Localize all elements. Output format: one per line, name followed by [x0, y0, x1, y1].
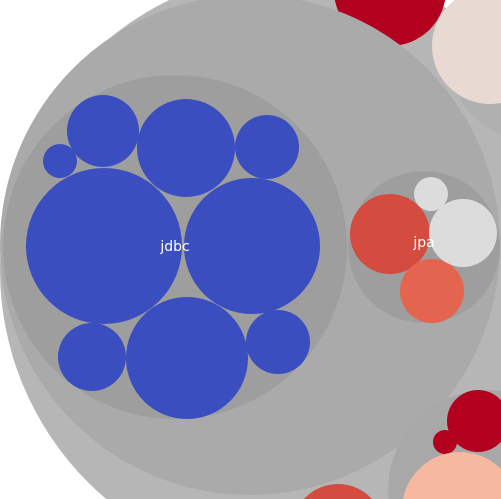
jdbc-leaf-circle — [126, 297, 248, 419]
bottom-red-circle — [304, 484, 372, 499]
jdbc-leaf-circle — [67, 95, 139, 167]
jpa-leaf-circle — [350, 194, 430, 274]
jpa-leaf-circle — [429, 199, 497, 267]
jdbc-leaf-circle — [235, 115, 299, 179]
jpa-leaf-circle — [400, 259, 464, 323]
bottom-right-red-circle — [447, 390, 501, 452]
bottom-right-small-red-circle — [433, 430, 457, 454]
jdbc-leaf-circle — [184, 178, 320, 314]
jdbc-leaf-circle — [137, 99, 235, 197]
bottom-right-peach-circle — [403, 452, 501, 499]
jpa-label: jpa — [412, 235, 434, 251]
jdbc-leaf-circle — [26, 168, 182, 324]
jdbc-label: jdbc — [159, 239, 189, 255]
jdbc-leaf-circle — [246, 310, 310, 374]
top-right-blush-circle — [432, 0, 501, 104]
jpa-leaf-circle — [414, 177, 448, 211]
jdbc-leaf-circle — [43, 144, 77, 178]
jdbc-leaf-circle — [58, 323, 126, 391]
